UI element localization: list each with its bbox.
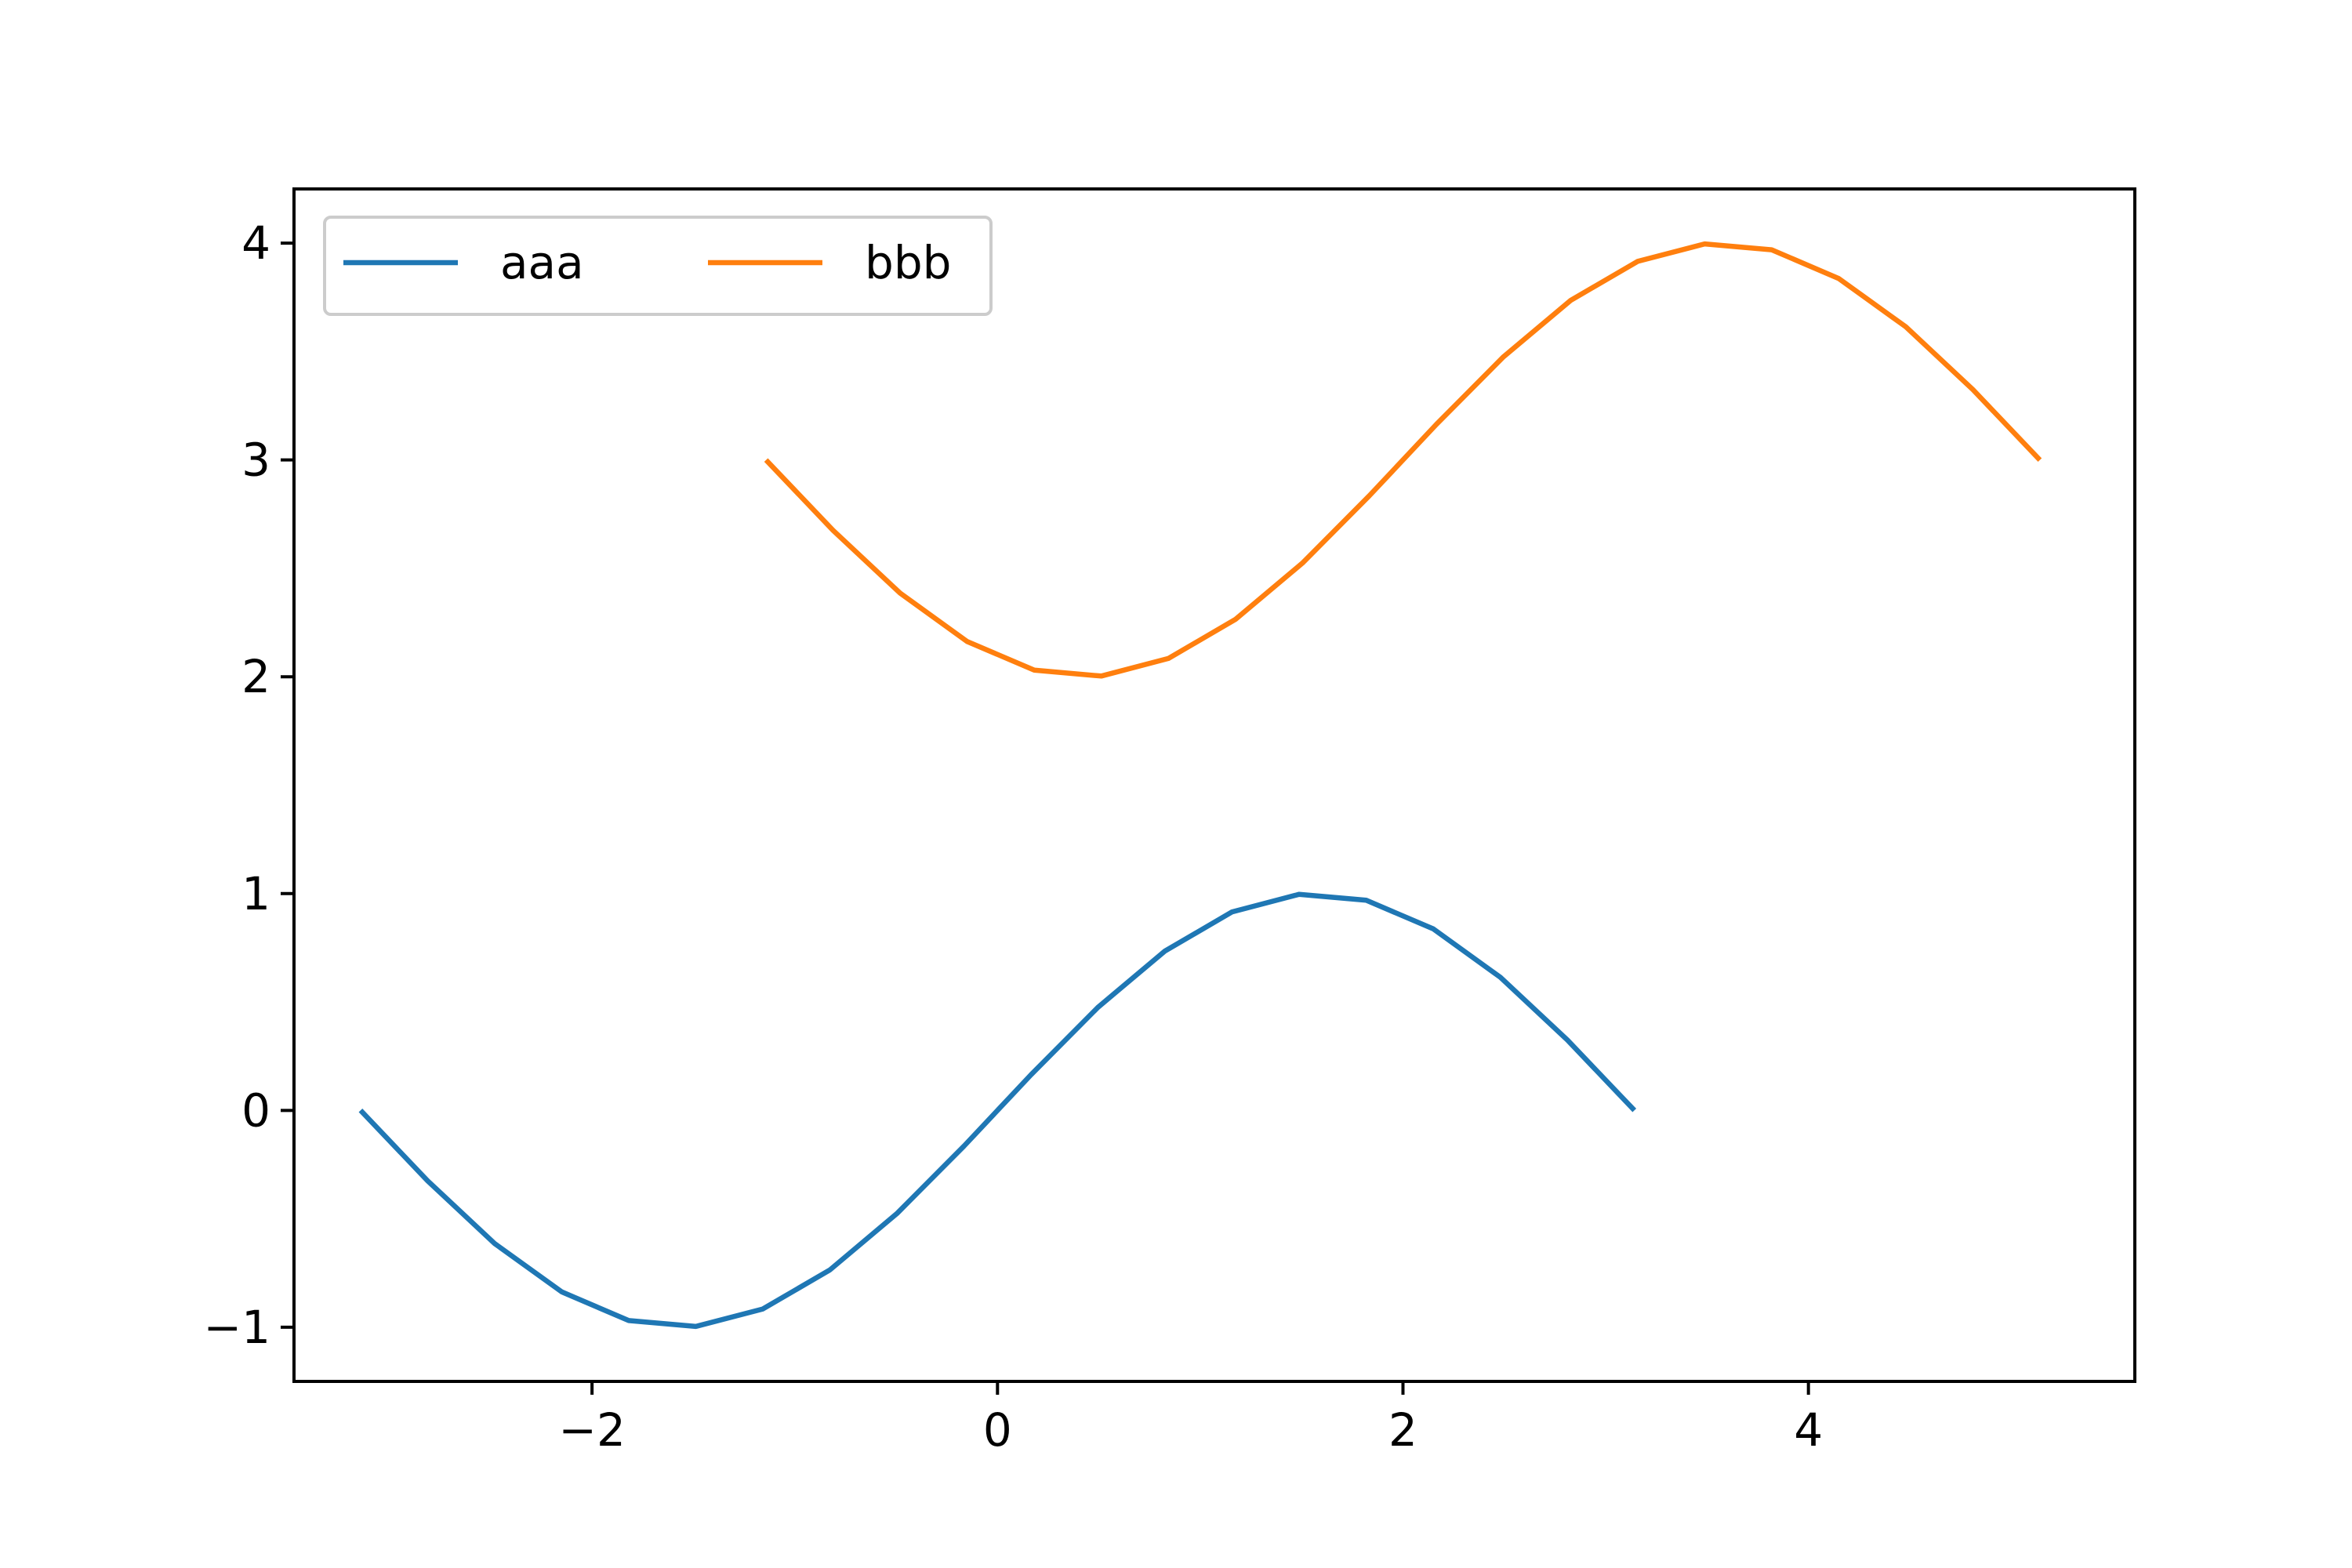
legend-box xyxy=(323,216,993,316)
legend-label-bbb: bbb xyxy=(865,236,951,289)
x-tick-label: 0 xyxy=(983,1403,1012,1457)
series-line-bbb xyxy=(764,241,2042,679)
legend: aaa bbb xyxy=(323,216,993,316)
x-tick-label: 2 xyxy=(1388,1403,1417,1457)
y-tick-label: −1 xyxy=(204,1301,271,1354)
y-tick-label: 2 xyxy=(241,650,270,703)
series-line-aaa xyxy=(358,891,1637,1330)
y-axis: −1 0 1 2 3 4 xyxy=(204,216,294,1354)
series-layer xyxy=(358,241,2042,1330)
x-tick-label: 4 xyxy=(1794,1403,1823,1457)
axes-frame xyxy=(292,187,2136,1383)
y-tick-label: 0 xyxy=(241,1083,270,1137)
x-axis: −2 0 2 4 xyxy=(558,1381,1823,1457)
legend-label-aaa: aaa xyxy=(500,236,584,289)
x-tick-label: −2 xyxy=(558,1403,626,1457)
y-tick-label: 1 xyxy=(241,867,270,920)
y-tick-label: 3 xyxy=(241,434,270,487)
y-tick-label: 4 xyxy=(241,216,270,270)
